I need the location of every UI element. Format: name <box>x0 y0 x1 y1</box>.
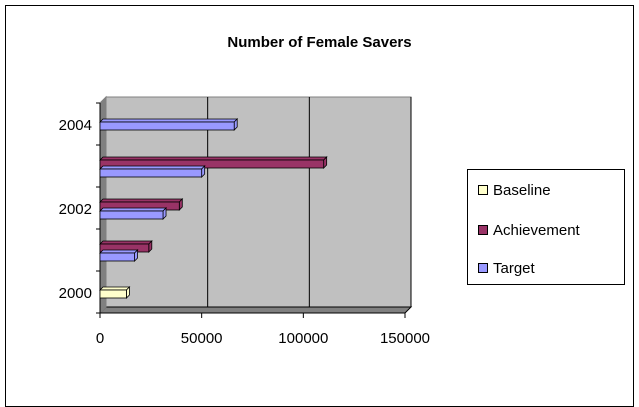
bar-top <box>99 249 139 254</box>
x-tick-label: 50000 <box>181 330 223 347</box>
bar-top <box>99 118 239 123</box>
legend-swatch-baseline <box>478 185 488 195</box>
bar-target-2001 <box>99 252 135 262</box>
legend-swatch-target <box>478 263 488 273</box>
x-tick-label: 0 <box>96 330 104 347</box>
x-tick-label: 150000 <box>380 330 430 347</box>
legend-item-baseline: Baseline <box>478 180 551 200</box>
bar-top <box>99 207 167 212</box>
bar-target-2002 <box>99 210 164 220</box>
plot-floor <box>98 306 413 314</box>
bar-target-2004 <box>99 121 235 131</box>
legend-label-target: Target <box>493 259 535 277</box>
legend-label-achievement: Achievement <box>493 221 580 239</box>
legend-item-target: Target <box>478 258 535 278</box>
legend-label-baseline: Baseline <box>493 181 551 199</box>
legend-swatch-achievement <box>478 225 488 235</box>
bar-chart: 2000 2002 2004 0 50000 100000 150000 <box>59 95 430 347</box>
y-tick-label: 2004 <box>59 117 92 134</box>
legend: Baseline Achievement Target <box>467 169 625 285</box>
bar-achievement-2003 <box>99 159 325 169</box>
chart-title: Number of Female Savers <box>227 34 412 51</box>
legend-item-achievement: Achievement <box>478 220 580 240</box>
bar-target-2003 <box>99 168 203 178</box>
y-tick-label: 2002 <box>59 201 92 218</box>
bar-top <box>99 198 184 203</box>
bar-top <box>99 286 131 291</box>
bar-top <box>99 240 153 245</box>
bar-top <box>99 156 328 161</box>
bar-top <box>99 165 206 170</box>
x-tick-label: 100000 <box>278 330 328 347</box>
y-tick-label: 2000 <box>59 285 92 302</box>
bar-baseline-2000 <box>99 289 127 299</box>
